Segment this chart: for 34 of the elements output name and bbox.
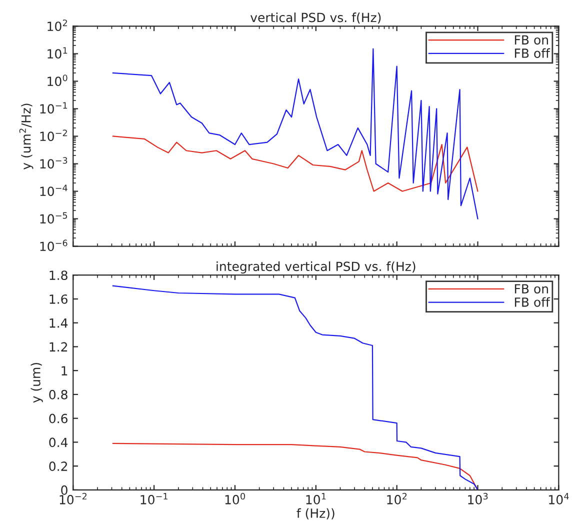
y-tick-label: 1.8 bbox=[50, 270, 68, 280]
text: FB on bbox=[514, 35, 548, 45]
x-tick-label: 10$^{3}$ bbox=[468, 492, 488, 504]
y-tick-label: 0 bbox=[61, 485, 68, 495]
text: FB on bbox=[514, 284, 548, 294]
chart-title: vertical PSD vs. f(Hz) bbox=[250, 12, 381, 24]
y-tick-label: 10$^{1}$ bbox=[48, 47, 68, 59]
y-tick-label: 10$^{−6}$ bbox=[40, 240, 68, 252]
y-tick-label: 10$^{−3}$ bbox=[40, 157, 68, 169]
text: FB off bbox=[514, 297, 550, 307]
text: FB off bbox=[514, 48, 550, 58]
y-tick-label: 10$^{−4}$ bbox=[40, 184, 68, 196]
y-axis-title: y (um$^{2}$/Hz) bbox=[19, 104, 34, 170]
x-tick-label: 10$^{0}$ bbox=[225, 492, 245, 504]
x-tick-label: 10$^{4}$ bbox=[549, 493, 569, 504]
y-tick-label: 10$^{−5}$ bbox=[40, 212, 68, 224]
y-tick-label: 0.6 bbox=[49, 414, 68, 424]
x-axis-title: f (Hz)) bbox=[296, 508, 334, 520]
x-tick-label: 10$^{2}$ bbox=[387, 492, 407, 504]
y-tick-label: 1 bbox=[62, 366, 68, 376]
y-tick-label: 0.2 bbox=[49, 462, 68, 471]
y-tick-label: 10$^{−1}$ bbox=[40, 102, 68, 114]
y-tick-label: 0.8 bbox=[49, 390, 68, 400]
y-tick-label: 10$^{0}$ bbox=[48, 74, 68, 86]
y-axis-title: y (um) bbox=[30, 362, 43, 403]
y-tick-label: 1.6 bbox=[50, 294, 68, 304]
y-tick-label: 10$^{−2}$ bbox=[40, 130, 67, 142]
y-tick-label: 10$^{2}$ bbox=[48, 20, 67, 32]
y-tick-label: 0.4 bbox=[49, 438, 68, 448]
x-tick-label: 10$^{−1}$ bbox=[140, 493, 168, 504]
y-tick-label: 1.4 bbox=[50, 318, 68, 328]
y-tick-label: 1.2 bbox=[50, 342, 68, 352]
x-tick-label: 10$^{1}$ bbox=[306, 493, 326, 504]
chart-title: integrated vertical PSD vs. f(Hz) bbox=[216, 261, 416, 274]
